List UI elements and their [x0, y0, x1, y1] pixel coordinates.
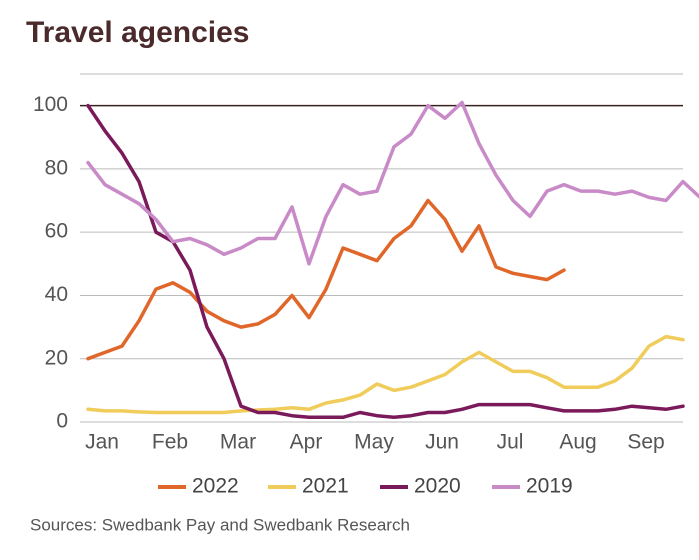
x-tick-label: Apr	[290, 431, 323, 454]
legend-label: 2019	[526, 475, 573, 498]
series-line	[86, 100, 699, 266]
series-line	[86, 334, 685, 415]
series-line	[86, 198, 566, 361]
legend-label: 2021	[302, 475, 349, 498]
y-tick-label: 20	[45, 346, 68, 369]
x-tick-label: May	[354, 431, 394, 454]
x-tick-label: Sep	[627, 431, 664, 454]
chart-title: Travel agencies	[26, 16, 249, 49]
y-tick-label: 0	[56, 410, 68, 433]
y-tick-label: 60	[45, 220, 68, 243]
x-tick-label: Jul	[497, 431, 524, 454]
source-note: Sources: Swedbank Pay and Swedbank Resea…	[30, 515, 410, 534]
y-tick-label: 40	[45, 283, 68, 306]
y-tick-label: 80	[45, 156, 68, 179]
y-tick-label: 100	[33, 93, 68, 116]
x-tick-label: Jun	[425, 431, 459, 454]
legend-label: 2022	[192, 475, 239, 498]
legend-label: 2020	[414, 475, 461, 498]
x-tick-label: Jan	[85, 431, 119, 454]
x-tick-label: Mar	[220, 431, 256, 454]
x-tick-label: Feb	[152, 431, 188, 454]
series-line	[86, 103, 685, 420]
x-tick-label: Aug	[559, 431, 596, 454]
